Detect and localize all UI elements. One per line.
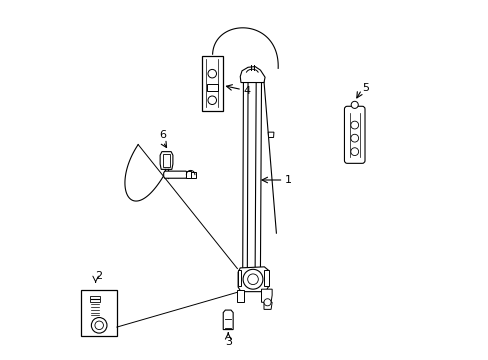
Text: 5: 5 bbox=[362, 83, 369, 93]
Text: 3: 3 bbox=[224, 337, 231, 347]
Polygon shape bbox=[240, 67, 264, 82]
Polygon shape bbox=[163, 154, 170, 167]
Circle shape bbox=[247, 274, 258, 284]
Polygon shape bbox=[238, 267, 268, 292]
Polygon shape bbox=[264, 270, 268, 286]
Circle shape bbox=[95, 321, 103, 329]
Polygon shape bbox=[90, 296, 100, 302]
Circle shape bbox=[207, 69, 216, 78]
Polygon shape bbox=[206, 84, 217, 91]
Polygon shape bbox=[242, 81, 247, 269]
Polygon shape bbox=[255, 81, 261, 269]
Polygon shape bbox=[163, 171, 187, 178]
Polygon shape bbox=[190, 172, 195, 177]
FancyBboxPatch shape bbox=[344, 106, 364, 163]
Circle shape bbox=[350, 101, 358, 108]
Circle shape bbox=[91, 318, 107, 333]
Text: 4: 4 bbox=[244, 86, 250, 96]
Bar bbox=[81, 290, 117, 336]
Circle shape bbox=[207, 96, 216, 104]
Polygon shape bbox=[264, 302, 272, 309]
Polygon shape bbox=[236, 290, 244, 302]
Circle shape bbox=[264, 299, 270, 306]
Text: 1: 1 bbox=[285, 175, 292, 185]
Polygon shape bbox=[202, 56, 222, 111]
Polygon shape bbox=[261, 289, 272, 302]
Circle shape bbox=[243, 269, 263, 289]
Text: 6: 6 bbox=[159, 130, 165, 140]
Polygon shape bbox=[238, 270, 241, 286]
Polygon shape bbox=[268, 132, 273, 138]
Circle shape bbox=[350, 121, 358, 129]
Polygon shape bbox=[185, 171, 190, 178]
Circle shape bbox=[350, 148, 358, 156]
Text: 2: 2 bbox=[96, 271, 102, 281]
Polygon shape bbox=[223, 310, 233, 329]
Circle shape bbox=[350, 134, 358, 142]
Polygon shape bbox=[160, 152, 173, 169]
